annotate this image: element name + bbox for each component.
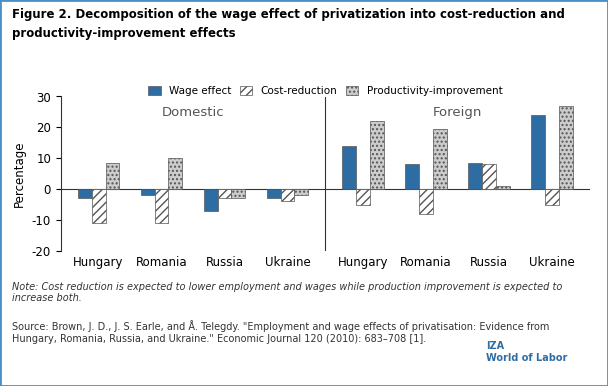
Bar bbox=[168, 158, 182, 189]
Legend: Wage effect, Cost-reduction, Productivity-improvement: Wage effect, Cost-reduction, Productivit… bbox=[144, 81, 506, 100]
Bar bbox=[370, 121, 384, 189]
Text: productivity-improvement effects: productivity-improvement effects bbox=[12, 27, 236, 40]
Bar bbox=[433, 129, 447, 189]
Text: Note: Cost reduction is expected to lower employment and wages while production : Note: Cost reduction is expected to lowe… bbox=[12, 282, 562, 303]
Bar bbox=[356, 189, 370, 205]
Bar bbox=[496, 186, 510, 189]
Bar bbox=[218, 189, 232, 198]
Text: Figure 2. Decomposition of the wage effect of privatization into cost-reduction : Figure 2. Decomposition of the wage effe… bbox=[12, 8, 565, 21]
Bar bbox=[482, 164, 496, 189]
Bar bbox=[204, 189, 218, 211]
Bar bbox=[545, 189, 559, 205]
Bar bbox=[342, 146, 356, 189]
Bar bbox=[78, 189, 92, 198]
Text: IZA
World of Labor: IZA World of Labor bbox=[486, 341, 568, 363]
Bar bbox=[267, 189, 280, 198]
Bar bbox=[232, 189, 245, 198]
Bar bbox=[92, 189, 106, 223]
Y-axis label: Percentage: Percentage bbox=[13, 141, 26, 207]
Bar bbox=[280, 189, 294, 201]
Bar bbox=[294, 189, 308, 195]
Bar bbox=[141, 189, 154, 195]
Text: Domestic: Domestic bbox=[162, 106, 224, 119]
Text: Source: Brown, J. D., J. S. Earle, and Å. Telegdy. "Employment and wage effects : Source: Brown, J. D., J. S. Earle, and Å… bbox=[12, 320, 550, 344]
Bar bbox=[419, 189, 433, 214]
Bar bbox=[406, 164, 419, 189]
Bar bbox=[559, 106, 573, 189]
Bar bbox=[154, 189, 168, 223]
Text: Foreign: Foreign bbox=[433, 106, 482, 119]
Bar bbox=[468, 163, 482, 189]
Bar bbox=[106, 163, 119, 189]
Bar bbox=[531, 115, 545, 189]
